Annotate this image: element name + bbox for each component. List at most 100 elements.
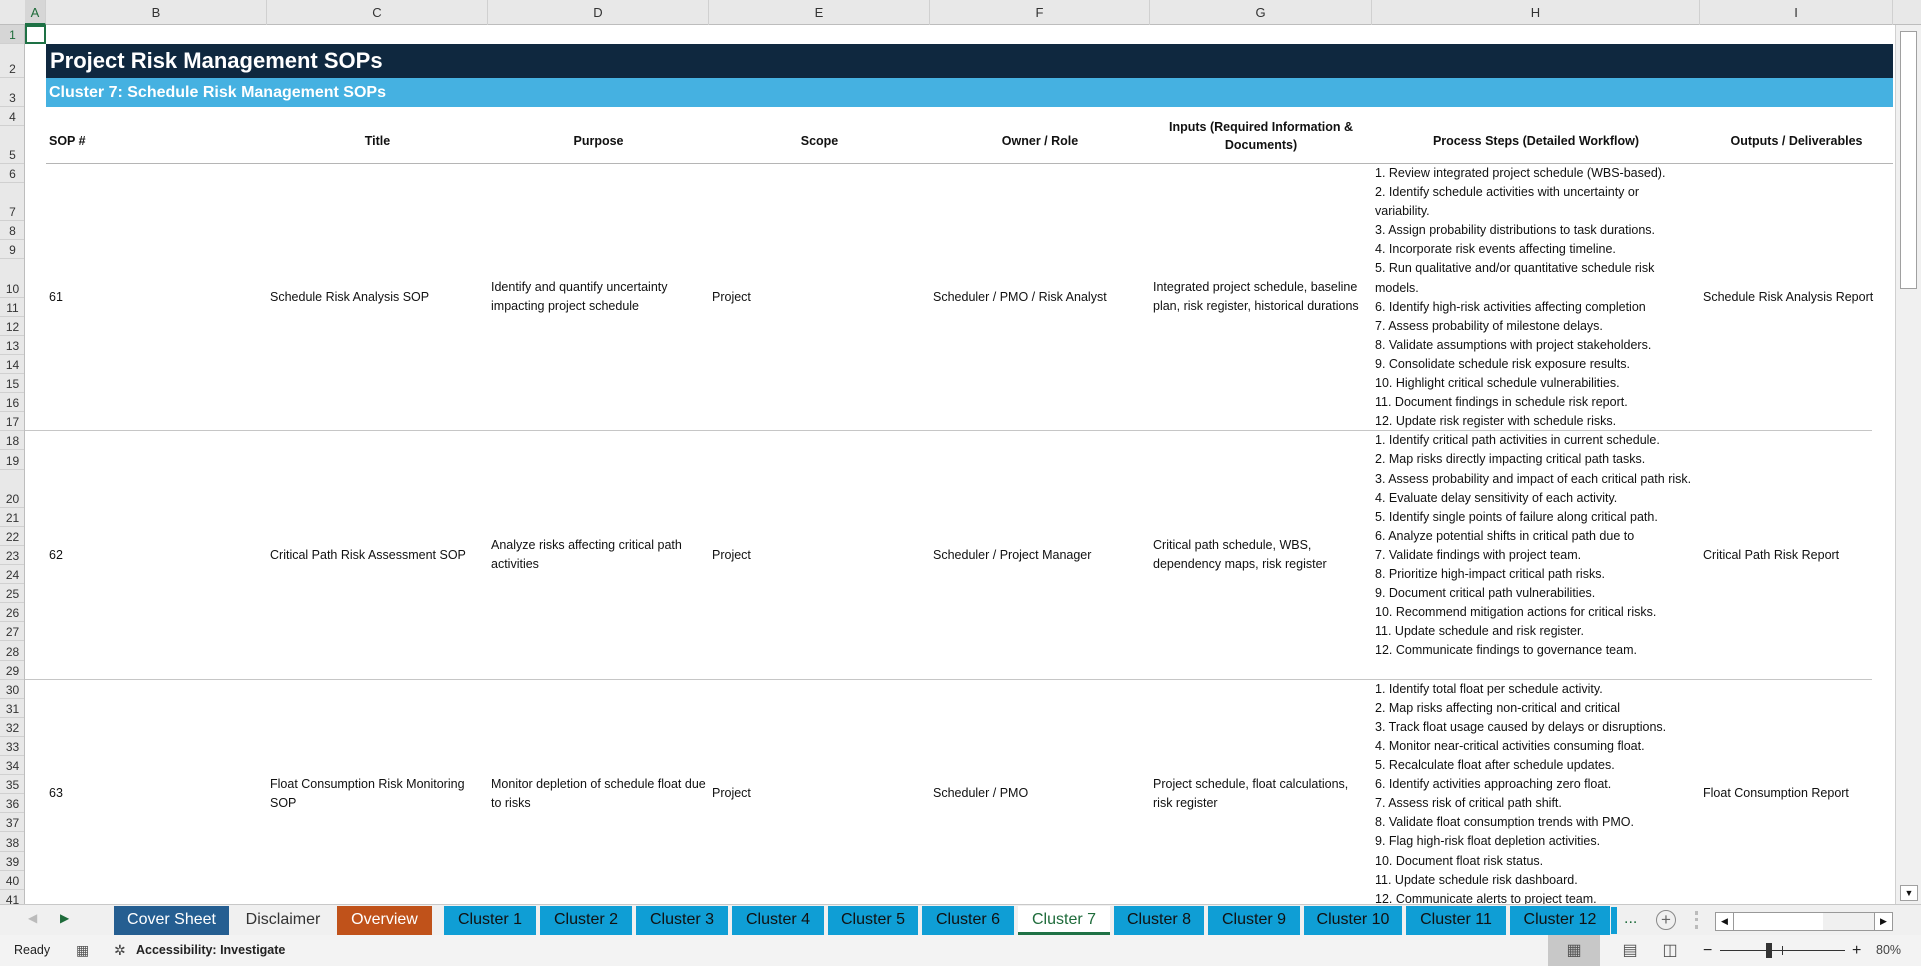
column-header-H[interactable]: H (1372, 0, 1700, 25)
cell-sop-number[interactable]: 61 (49, 289, 63, 304)
cell-title[interactable]: Critical Path Risk Assessment SOP (270, 547, 466, 562)
plus-circle-icon[interactable]: + (1656, 910, 1676, 930)
sheet-tab-cluster-1[interactable]: Cluster 1 (444, 906, 536, 935)
sheet-tab-cluster-5[interactable]: Cluster 5 (828, 906, 918, 935)
scroll-right-arrow-icon[interactable]: ▶ (1874, 913, 1892, 930)
vertical-scrollbar[interactable]: ▼ (1895, 25, 1921, 904)
row-header-11[interactable]: 11 (0, 298, 24, 317)
column-header-E[interactable]: E (709, 0, 930, 25)
partial-tab[interactable] (1611, 907, 1617, 934)
row-header-9[interactable]: 9 (0, 240, 24, 260)
row-header-10[interactable]: 10 (0, 260, 24, 298)
row-header-15[interactable]: 15 (0, 374, 24, 394)
row-header-13[interactable]: 13 (0, 336, 24, 355)
row-header-27[interactable]: 27 (0, 622, 24, 642)
row-header-20[interactable]: 20 (0, 470, 24, 508)
cell-purpose[interactable]: Identify and quantify uncertainty impact… (491, 280, 668, 314)
row-header-24[interactable]: 24 (0, 565, 24, 585)
tab-splitter-handle[interactable] (1695, 911, 1698, 929)
sheet-tab-cluster-11[interactable]: Cluster 11 (1406, 906, 1506, 935)
cell-process-steps[interactable]: 1. Review integrated project schedule (W… (1372, 164, 1700, 430)
row-header-12[interactable]: 12 (0, 317, 24, 336)
row-header-34[interactable]: 34 (0, 756, 24, 776)
more-tabs-button[interactable]: ... (1624, 910, 1638, 927)
cell-scope[interactable]: Project (712, 289, 751, 304)
column-header-B[interactable]: B (46, 0, 267, 25)
cell-inputs[interactable]: Integrated project schedule, baseline pl… (1153, 280, 1359, 314)
row-header-16[interactable]: 16 (0, 393, 24, 413)
row-header-25[interactable]: 25 (0, 584, 24, 604)
cell-outputs[interactable]: Float Consumption Report (1703, 786, 1849, 801)
sheet-tab-cluster-10[interactable]: Cluster 10 (1304, 906, 1402, 935)
zoom-slider-thumb[interactable] (1765, 943, 1772, 958)
sheet-tab-cluster-7[interactable]: Cluster 7 (1018, 906, 1110, 935)
row-header-8[interactable]: 8 (0, 221, 24, 241)
cell-owner-role[interactable]: Scheduler / PMO / Risk Analyst (933, 289, 1107, 304)
cell-inputs[interactable]: Project schedule, float calculations, ri… (1153, 776, 1349, 810)
accessibility-status[interactable]: Accessibility: Investigate (136, 943, 286, 957)
cell-process-steps[interactable]: 1. Identify critical path activities in … (1372, 431, 1700, 678)
sheet-tab-cluster-4[interactable]: Cluster 4 (732, 906, 824, 935)
row-header-26[interactable]: 26 (0, 603, 24, 623)
row-header-18[interactable]: 18 (0, 431, 24, 451)
horizontal-scroll-track[interactable] (1823, 913, 1875, 930)
row-header-3[interactable]: 3 (0, 78, 24, 107)
horizontal-scrollbar[interactable]: ◀ ▶ (1715, 912, 1893, 931)
accessibility-icon[interactable]: ✲ (114, 942, 126, 958)
worksheet-grid[interactable]: Project Risk Management SOPs Cluster 7: … (25, 25, 1895, 904)
zoom-level[interactable]: 80% (1876, 943, 1902, 957)
column-header-I[interactable]: I (1700, 0, 1893, 25)
zoom-out-button[interactable]: − (1703, 942, 1713, 959)
page-layout-view-icon[interactable]: ▤ (1622, 942, 1638, 959)
cell-sop-number[interactable]: 62 (49, 547, 63, 562)
row-header-31[interactable]: 31 (0, 699, 24, 718)
row-header-35[interactable]: 35 (0, 775, 24, 795)
column-header-G[interactable]: G (1150, 0, 1372, 25)
row-header-23[interactable]: 23 (0, 546, 24, 566)
row-header-28[interactable]: 28 (0, 642, 24, 661)
cell-process-steps[interactable]: 1. Identify total float per schedule act… (1372, 680, 1700, 904)
row-header-21[interactable]: 21 (0, 508, 24, 527)
row-header-19[interactable]: 19 (0, 451, 24, 470)
cell-purpose[interactable]: Monitor depletion of schedule float due … (491, 776, 706, 810)
column-header-F[interactable]: F (930, 0, 1150, 25)
row-header-29[interactable]: 29 (0, 661, 24, 680)
row-header-40[interactable]: 40 (0, 871, 24, 890)
row-header-37[interactable]: 37 (0, 813, 24, 833)
next-sheet-icon[interactable]: ▶ (60, 911, 70, 925)
row-header-4[interactable]: 4 (0, 107, 24, 126)
zoom-slider[interactable] (1720, 943, 1845, 958)
row-header-36[interactable]: 36 (0, 794, 24, 814)
row-header-32[interactable]: 32 (0, 718, 24, 737)
row-header-2[interactable]: 2 (0, 44, 24, 78)
row-header-22[interactable]: 22 (0, 527, 24, 546)
cell-owner-role[interactable]: Scheduler / PMO (933, 786, 1029, 801)
sheet-tab-cluster-3[interactable]: Cluster 3 (636, 906, 728, 935)
row-header-17[interactable]: 17 (0, 412, 24, 432)
page-break-preview-icon[interactable]: ◫ (1662, 942, 1678, 959)
row-header-30[interactable]: 30 (0, 680, 24, 699)
row-header-38[interactable]: 38 (0, 833, 24, 852)
row-header-41[interactable]: 41 (0, 890, 24, 904)
row-header-33[interactable]: 33 (0, 737, 24, 757)
zoom-in-button[interactable]: + (1852, 942, 1862, 959)
row-header-14[interactable]: 14 (0, 355, 24, 375)
sheet-tab-cluster-6[interactable]: Cluster 6 (922, 906, 1014, 935)
cell-title[interactable]: Float Consumption Risk Monitoring SOP (270, 776, 465, 810)
vertical-scroll-thumb[interactable] (1900, 31, 1917, 289)
row-header-6[interactable]: 6 (0, 164, 24, 184)
scroll-down-arrow-icon[interactable]: ▼ (1900, 885, 1918, 901)
sheet-tab-cluster-8[interactable]: Cluster 8 (1114, 906, 1204, 935)
scroll-left-arrow-icon[interactable]: ◀ (1716, 913, 1734, 930)
prev-sheet-icon[interactable]: ◀ (28, 911, 38, 925)
column-header-C[interactable]: C (267, 0, 488, 25)
sheet-tab-disclaimer[interactable]: Disclaimer (233, 906, 333, 935)
cell-sop-number[interactable]: 63 (49, 786, 63, 801)
cell-purpose[interactable]: Analyze risks affecting critical path ac… (491, 538, 682, 572)
sheet-tab-cluster-12[interactable]: Cluster 12 (1510, 906, 1610, 935)
cell-inputs[interactable]: Critical path schedule, WBS, dependency … (1153, 538, 1327, 572)
cell-scope[interactable]: Project (712, 547, 751, 562)
sheet-tab-overview[interactable]: Overview (337, 906, 432, 935)
selected-cell-A1[interactable] (25, 25, 46, 44)
sheet-tab-cover-sheet[interactable]: Cover Sheet (114, 906, 229, 935)
